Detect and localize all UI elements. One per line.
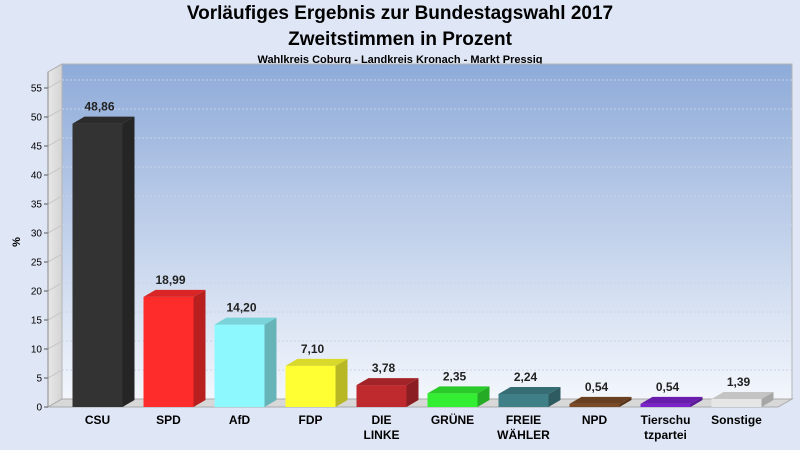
bar-spd: [143, 289, 206, 407]
x-tick-label: Sonstige: [711, 413, 762, 427]
chart-title-line2: Zweitstimmen in Prozent: [288, 29, 512, 50]
chart-title: Vorläufiges Ergebnis zur Bundestagswahl …: [186, 3, 614, 24]
bar-front: [72, 123, 123, 407]
bar-front: [569, 403, 620, 407]
gridline: [47, 311, 63, 321]
x-tick-label: FREIE: [506, 413, 541, 427]
y-tick-label: 30: [31, 229, 43, 240]
x-tick-label: SPD: [156, 413, 181, 427]
bar-side: [690, 396, 703, 407]
gridline: [47, 137, 63, 147]
value-label: 14,20: [226, 301, 256, 315]
bar-side: [264, 317, 277, 407]
bar-front: [640, 403, 691, 407]
bar-csu: [72, 116, 135, 407]
y-tick-label: 50: [31, 113, 43, 124]
x-tick-label: tzpartei: [644, 428, 687, 442]
x-tick-label: GRÜNE: [431, 412, 474, 427]
value-label: 7,10: [301, 342, 325, 356]
y-tick-label: 0: [36, 403, 42, 414]
value-label: 48,86: [84, 100, 114, 114]
value-label: 0,54: [585, 380, 609, 394]
x-tick-label: Tierschu: [641, 413, 691, 427]
bar-tierschu-tzpartei: [640, 396, 703, 407]
bar-front: [498, 394, 549, 407]
y-axis: 0 5 10 15 20 25 30 35 40 45 50 55%: [11, 72, 49, 414]
y-tick-label: 35: [31, 200, 43, 211]
value-labels: 48,86 18,99 14,20 7,10 3,78 2,35 2,24 0,54 0,54 1…: [84, 100, 750, 394]
gridline: [47, 253, 63, 263]
bar-top: [356, 378, 419, 386]
bar-front: [711, 398, 762, 407]
bar-fdp: [285, 358, 348, 407]
gridline: [47, 79, 63, 89]
x-tick-label: CSU: [85, 413, 110, 427]
bar-top: [640, 396, 703, 404]
value-label: 1,39: [727, 375, 751, 389]
gridline: [47, 340, 63, 350]
bar-front: [285, 365, 336, 407]
chart-subtitle: Wahlkreis Coburg - Landkreis Kronach - M…: [257, 54, 543, 66]
value-label: 0,54: [656, 380, 680, 394]
y-tick-label: 25: [31, 258, 43, 269]
y-tick-label: 20: [31, 287, 43, 298]
gridlines: [47, 79, 792, 379]
bar-top: [214, 317, 277, 325]
bar-side: [548, 387, 561, 407]
bar-side: [193, 289, 206, 407]
bar-side: [477, 386, 490, 407]
x-tick-label: WÄHLER: [497, 427, 550, 442]
gridline: [47, 369, 63, 379]
bar-top: [143, 289, 206, 297]
bar-side: [122, 116, 135, 407]
value-label: 3,78: [372, 361, 396, 375]
x-tick-label: AfD: [229, 413, 251, 427]
bar-front: [356, 385, 407, 407]
x-tick-label: DIE: [371, 413, 391, 427]
value-label: 2,24: [514, 370, 538, 384]
bar-sonstige: [711, 391, 774, 407]
y-tick-label: 5: [36, 374, 42, 385]
y-tick-label: 45: [31, 142, 43, 153]
x-tick-label: FDP: [299, 413, 323, 427]
gridline: [47, 108, 63, 118]
bar-grüne: [427, 386, 490, 407]
bar-front: [427, 393, 478, 407]
y-tick-label: 55: [31, 84, 43, 95]
bar-front: [143, 296, 194, 407]
bar-top: [72, 116, 135, 124]
gridline: [47, 282, 63, 292]
x-tick-label: NPD: [582, 413, 608, 427]
bar-die-linke: [356, 378, 419, 407]
y-tick-label: 10: [31, 345, 43, 356]
y-axis-title: %: [11, 237, 23, 247]
y-tick-label: 15: [31, 316, 43, 327]
bar-top: [569, 396, 632, 404]
bar-front: [214, 324, 265, 407]
bar-side: [619, 396, 632, 407]
value-label: 18,99: [155, 273, 185, 287]
bar-top: [711, 391, 774, 399]
x-tick-label: LINKE: [364, 428, 400, 442]
bars: [72, 116, 774, 407]
bar-side: [406, 378, 419, 407]
bar-afd: [214, 317, 277, 407]
gridline: [47, 166, 63, 176]
gridline: [47, 195, 63, 205]
bar-top: [285, 358, 348, 366]
bar-side: [335, 358, 348, 407]
gridline: [47, 224, 63, 234]
value-label: 2,35: [443, 369, 467, 383]
bar-npd: [569, 396, 632, 407]
bar-freie-wähler: [498, 387, 561, 407]
y-tick-label: 40: [31, 171, 43, 182]
bar-top: [427, 386, 490, 394]
bar-side: [761, 391, 774, 407]
bar-top: [498, 387, 561, 395]
